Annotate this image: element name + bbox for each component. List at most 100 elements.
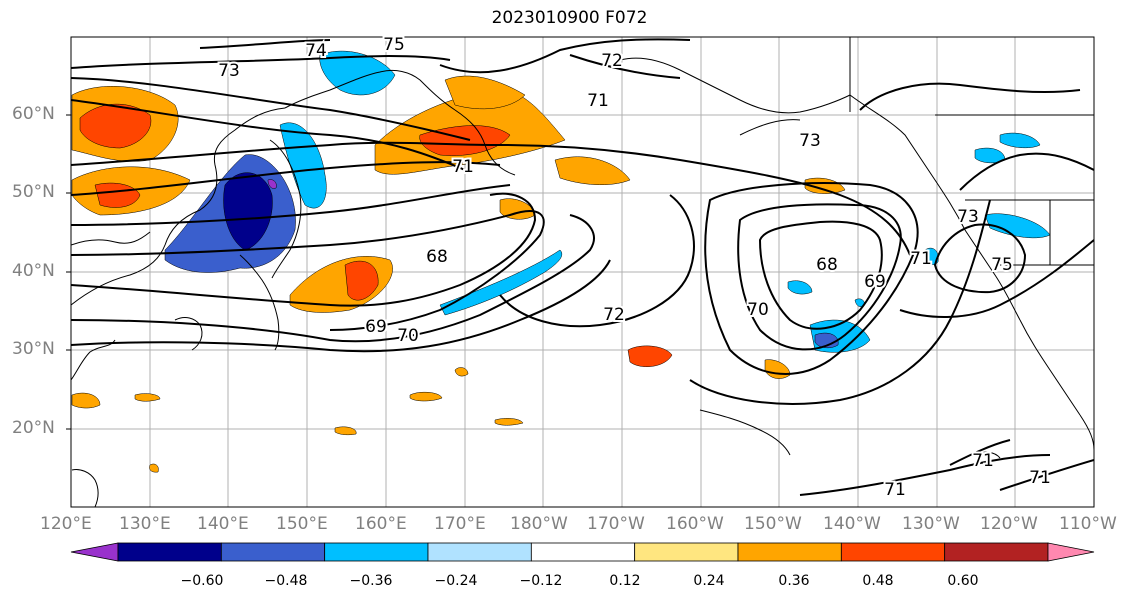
anomaly-area <box>804 177 846 194</box>
contour-label: 75 <box>991 255 1013 275</box>
anomaly-area <box>267 179 277 189</box>
colorbar-segment <box>117 542 222 562</box>
coastline <box>849 94 966 231</box>
coastline <box>71 469 99 507</box>
colorbar-label: 0.60 <box>947 573 979 589</box>
colorbar-segment <box>634 542 739 562</box>
lon-label: 130°W <box>902 514 960 534</box>
anomaly-area <box>999 132 1041 149</box>
lon-label: 160°W <box>666 514 724 534</box>
lat-label: 20°N <box>12 418 55 438</box>
coastline <box>1049 200 1094 266</box>
anomaly-area <box>409 391 443 402</box>
axis-ticks <box>66 114 71 430</box>
anomaly-area <box>319 50 396 96</box>
contour-line <box>71 214 595 343</box>
lon-label: 170°W <box>587 514 645 534</box>
coastline <box>239 254 280 351</box>
anomaly-area <box>627 345 673 367</box>
anomaly-area <box>149 463 159 473</box>
anomaly-area <box>454 367 469 377</box>
contour-label: 68 <box>816 255 838 275</box>
lon-label: 130°E <box>119 514 171 534</box>
colorbar-segment <box>944 542 1049 562</box>
contour-label: 71 <box>587 91 609 111</box>
contour-line <box>737 203 902 351</box>
contour-line <box>899 239 1094 318</box>
colorbar-label: 0.48 <box>862 573 894 589</box>
anomaly-area <box>924 247 939 265</box>
contour-label: 70 <box>747 300 769 320</box>
contour-line <box>71 77 471 141</box>
contour-label: 73 <box>218 61 240 81</box>
anomaly-area <box>344 260 379 301</box>
contour-line <box>71 99 466 171</box>
colorbar-segment <box>427 542 532 562</box>
contour-label: 74 <box>305 41 327 61</box>
lat-label: 30°N <box>12 339 55 359</box>
coastline <box>71 107 286 306</box>
coastline <box>269 139 302 279</box>
contour-line <box>71 161 501 196</box>
contour-label: 71 <box>972 451 994 471</box>
colorbar-segment <box>324 542 429 562</box>
contour-line <box>71 192 537 307</box>
colorbar-segment <box>530 542 636 562</box>
contour-line <box>71 184 511 226</box>
contour-label: 73 <box>799 131 821 151</box>
contour-label: 69 <box>365 317 387 337</box>
contour-line <box>71 259 611 353</box>
lon-label: 140°W <box>823 514 881 534</box>
colorbar-label: −0.12 <box>519 573 563 589</box>
lon-label: 120°W <box>980 514 1038 534</box>
contour-label-group: 73 74 75 72 71 73 71 68 69 70 72 70 68 6… <box>216 33 1053 502</box>
colorbar <box>70 542 1095 562</box>
anomaly-area <box>439 249 563 316</box>
contour-line <box>499 194 695 328</box>
contour-line <box>569 54 681 79</box>
lon-label: 150°E <box>276 514 328 534</box>
anomaly-area <box>444 75 526 110</box>
contour-line <box>859 82 1081 111</box>
colorbar-label: −0.60 <box>180 573 224 589</box>
contour-label: 71 <box>884 480 906 500</box>
anomaly-area <box>134 393 161 402</box>
colorbar-label: −0.36 <box>349 573 393 589</box>
coastline <box>284 69 456 111</box>
negative-anomaly-shading <box>164 50 1051 353</box>
contour-label: 70 <box>397 326 419 346</box>
lon-label: 180°W <box>510 514 568 534</box>
colorbar-segment <box>737 542 842 562</box>
contour-line <box>959 152 1094 191</box>
coastline <box>964 229 1021 321</box>
coastline <box>699 409 791 456</box>
coastline <box>1019 319 1081 416</box>
contour-line <box>758 220 883 330</box>
coastline <box>1079 414 1094 451</box>
coastline <box>739 119 801 136</box>
anomaly-area <box>494 418 524 426</box>
graticule <box>71 37 1094 507</box>
contour-label: 69 <box>864 272 886 292</box>
contour-line <box>71 210 545 331</box>
lat-label: 50°N <box>12 182 55 202</box>
contour-label: 73 <box>957 207 979 227</box>
contour-label: 71 <box>910 249 932 269</box>
colorbar-label: 0.12 <box>609 573 641 589</box>
coastline <box>71 231 151 246</box>
anomaly-area <box>334 426 357 436</box>
contour-label: 75 <box>383 35 405 55</box>
lon-label: 150°W <box>744 514 802 534</box>
lon-label: 120°E <box>40 514 92 534</box>
lat-label: 60°N <box>12 104 55 124</box>
lat-label: 40°N <box>12 261 55 281</box>
contour-label: 72 <box>601 51 623 71</box>
coastline <box>619 57 851 114</box>
contour-line <box>689 199 991 405</box>
positive-anomaly-shading <box>71 75 846 473</box>
colorbar-label: −0.24 <box>434 573 478 589</box>
lon-label: 170°E <box>434 514 486 534</box>
colorbar-segment <box>840 542 946 562</box>
colorbar-segment <box>220 542 326 562</box>
